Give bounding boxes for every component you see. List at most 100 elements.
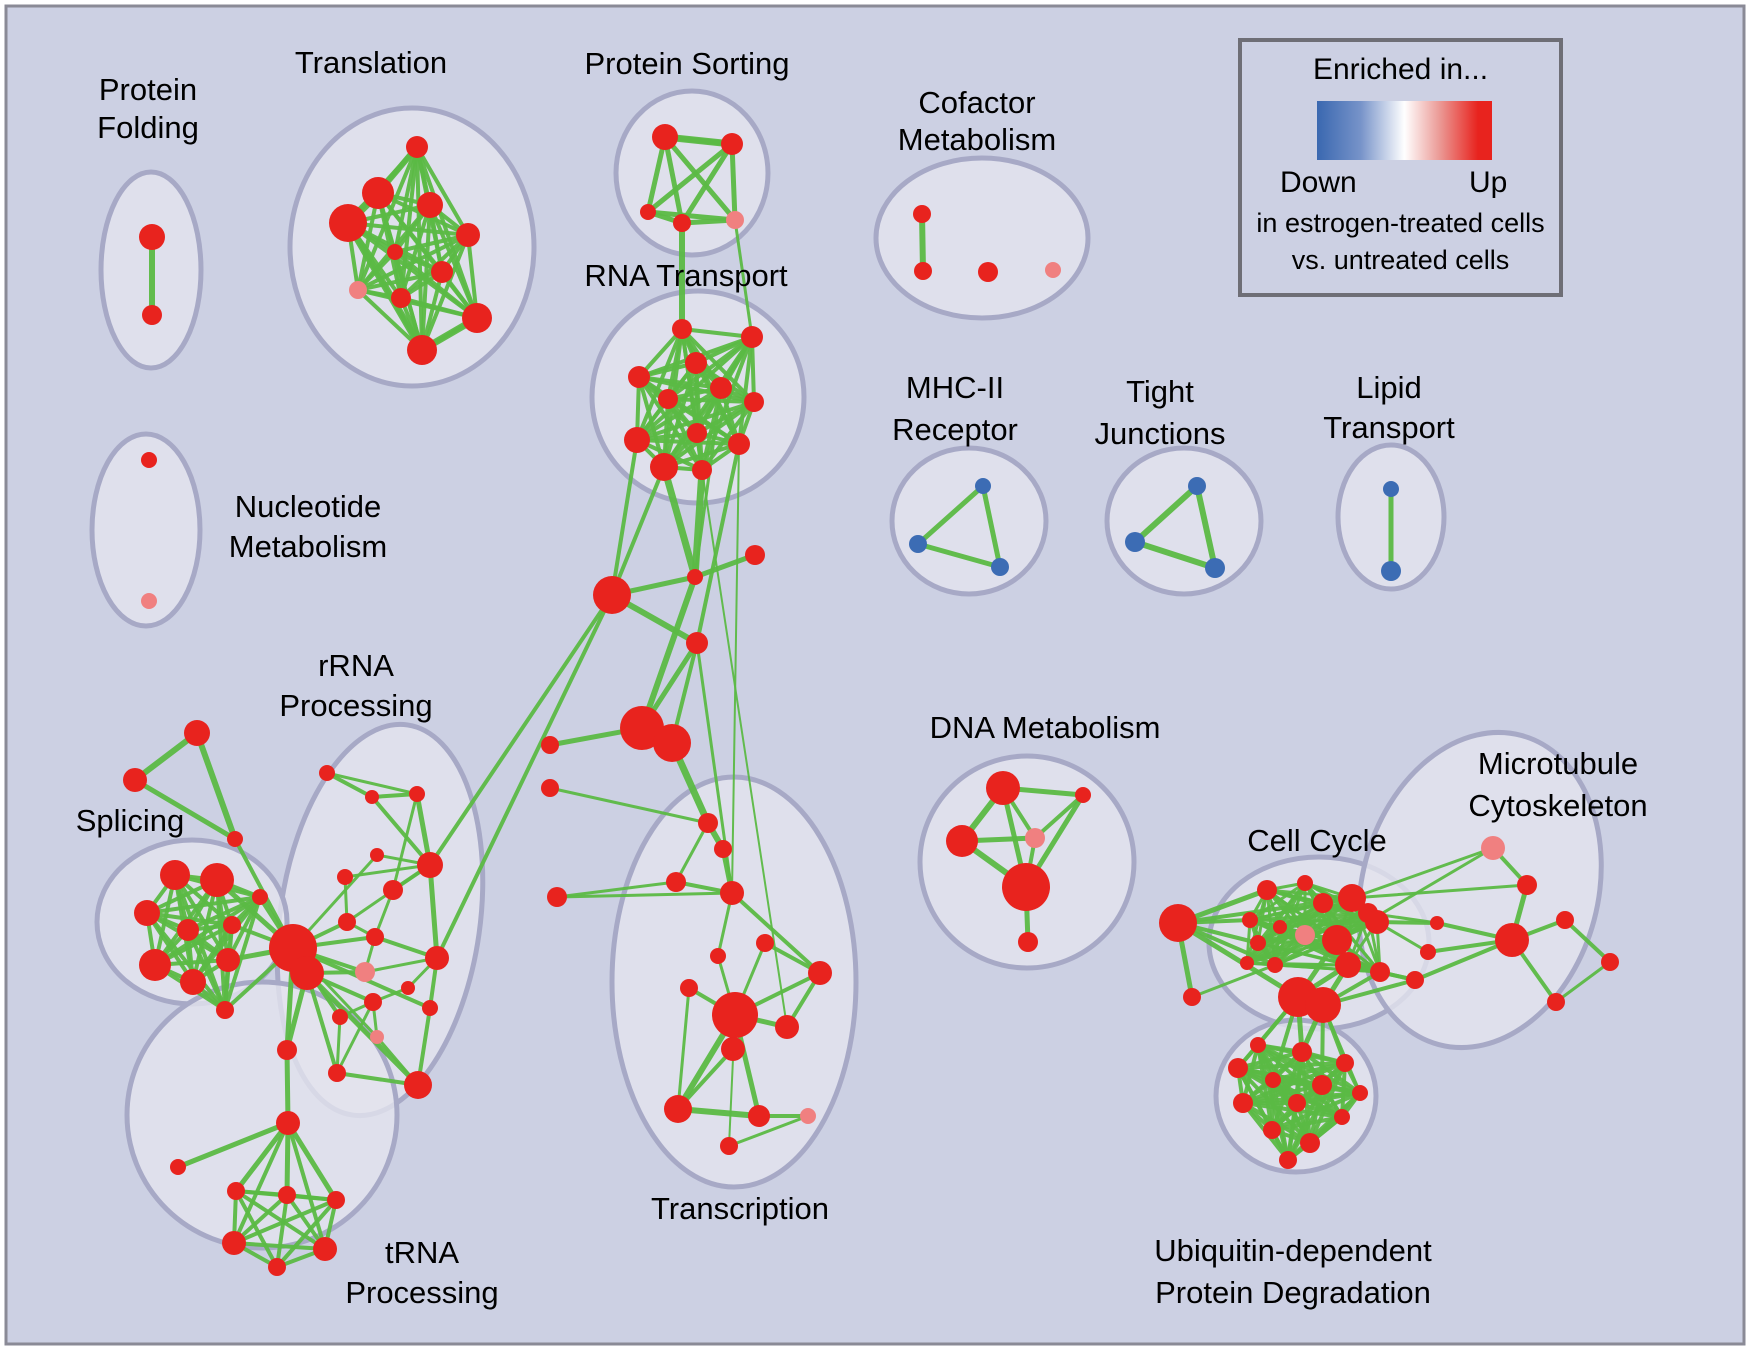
network-node-156 <box>1279 1151 1297 1169</box>
network-node-4 <box>417 192 443 218</box>
network-edge <box>637 375 756 404</box>
network-edge <box>428 203 479 320</box>
network-node-22 <box>672 319 692 339</box>
network-edge <box>175 1120 291 1170</box>
network-node-40 <box>1125 532 1145 552</box>
legend-box: Enriched in... Down Up in estrogen-treat… <box>1238 38 1563 297</box>
network-edge <box>232 1241 327 1251</box>
network-node-110 <box>986 771 1020 805</box>
network-edge <box>275 1193 289 1269</box>
network-edge <box>662 134 685 226</box>
network-node-36 <box>975 478 991 494</box>
network-node-68 <box>370 1030 384 1044</box>
network-node-46 <box>745 545 765 565</box>
network-node-62 <box>355 962 375 982</box>
network-node-29 <box>687 423 707 443</box>
network-node-31 <box>728 433 750 455</box>
network-node-154 <box>1263 1121 1281 1139</box>
network-node-49 <box>653 724 691 762</box>
network-edge <box>325 771 374 799</box>
network-node-52 <box>547 887 567 907</box>
cluster-label-tight-junctions-line1: Junctions <box>1095 416 1226 451</box>
network-node-20 <box>978 262 998 282</box>
network-node-105 <box>721 1037 745 1061</box>
network-edge <box>1190 963 1277 999</box>
network-node-121 <box>1338 884 1366 912</box>
network-edge <box>695 442 741 645</box>
network-edge <box>232 1121 290 1245</box>
network-node-95 <box>698 813 718 833</box>
network-node-140 <box>1495 923 1529 957</box>
network-edge <box>304 970 421 1088</box>
cluster-label-microtubule-cytoskeleton-line0: Microtubule <box>1478 746 1638 781</box>
network-node-99 <box>756 934 774 952</box>
network-node-73 <box>290 956 324 990</box>
network-edge <box>637 375 704 472</box>
cluster-label-protein-folding-line1: Folding <box>97 110 199 145</box>
cluster-label-lipid-transport-line1: Transport <box>1323 410 1455 445</box>
network-node-138 <box>1481 836 1505 860</box>
network-node-35 <box>141 593 157 609</box>
cluster-label-ubiquitin-degradation-line1: Protein Degradation <box>1155 1275 1431 1310</box>
cluster-label-dna-metabolism-line0: DNA Metabolism <box>930 710 1161 745</box>
network-node-83 <box>139 949 171 981</box>
network-edge <box>370 795 432 867</box>
network-edge <box>730 891 822 975</box>
network-node-17 <box>726 211 744 229</box>
network-edge <box>1132 483 1200 545</box>
network-node-5 <box>329 204 367 242</box>
legend-gradient-bar <box>1317 101 1492 160</box>
cluster-label-protein-sorting-line0: Protein Sorting <box>584 46 789 81</box>
network-edge <box>693 386 723 579</box>
network-edge <box>548 786 710 825</box>
network-node-3 <box>362 177 394 209</box>
network-node-147 <box>1228 1058 1248 1078</box>
network-node-141 <box>1556 911 1574 929</box>
network-edge <box>610 438 639 597</box>
network-node-28 <box>744 392 764 412</box>
network-edge <box>1236 1061 1347 1070</box>
network-node-139 <box>1517 875 1537 895</box>
network-node-111 <box>946 825 978 857</box>
legend-title: Enriched in... <box>1312 53 1489 86</box>
network-edge <box>731 443 740 894</box>
network-node-149 <box>1312 1075 1332 1095</box>
network-node-113 <box>1025 828 1045 848</box>
network-edge <box>363 956 439 974</box>
network-node-13 <box>652 124 678 150</box>
network-node-85 <box>216 948 240 972</box>
network-edge <box>635 327 684 442</box>
cluster-label-mhc-ii-receptor-line0: MHC-II <box>906 370 1004 405</box>
network-node-115 <box>1018 932 1038 952</box>
cluster-label-cofactor-metabolism-line0: Cofactor <box>918 85 1035 120</box>
network-edge <box>1413 938 1514 982</box>
network-edge <box>660 463 699 581</box>
network-node-80 <box>177 919 199 941</box>
cluster-label-trna-processing-line1: Processing <box>345 1275 498 1310</box>
network-node-54 <box>365 790 379 804</box>
network-edge <box>645 141 735 215</box>
network-node-32 <box>650 453 678 481</box>
network-edge <box>1278 920 1379 929</box>
network-node-70 <box>404 1071 432 1099</box>
cluster-label-rrna-processing-line0: rRNA <box>318 648 394 683</box>
network-edge <box>915 483 986 547</box>
network-edge <box>1554 960 1612 1004</box>
cluster-label-nucleotide-metabolism-line1: Metabolism <box>229 529 388 564</box>
network-node-92 <box>222 1231 246 1255</box>
cluster-label-nucleotide-metabolism-line0: Nucleotide <box>235 489 381 524</box>
network-node-106 <box>664 1095 692 1123</box>
network-node-50 <box>541 736 559 754</box>
network-edge <box>393 233 470 254</box>
cluster-ellipse-microtubule-cytoskeleton <box>1356 729 1604 1051</box>
network-node-84 <box>180 969 206 995</box>
cluster-label-mhc-ii-receptor-line1: Receptor <box>892 412 1018 447</box>
network-node-15 <box>640 204 656 220</box>
network-node-127 <box>1295 925 1315 945</box>
cluster-label-tight-junctions-line0: Tight <box>1126 374 1194 409</box>
cluster-label-transcription-line0: Transcription <box>651 1191 829 1226</box>
network-node-101 <box>808 961 832 985</box>
network-edge <box>234 1189 279 1269</box>
network-edge <box>666 397 756 404</box>
network-node-79 <box>134 900 160 926</box>
